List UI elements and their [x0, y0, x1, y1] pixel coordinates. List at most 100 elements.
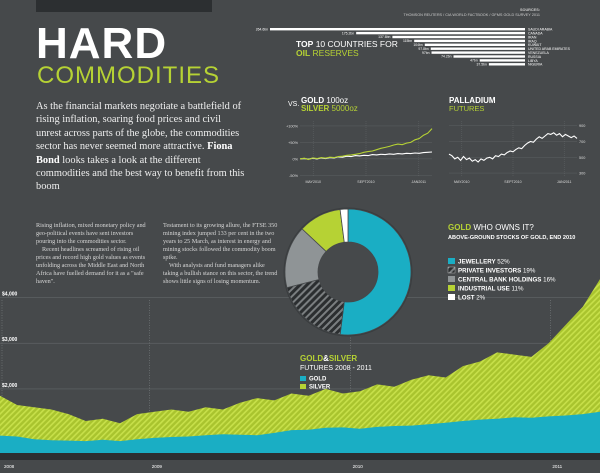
legend-category: LOST [458, 294, 476, 301]
legend-swatch [447, 266, 456, 274]
oil-value-label: 74.2bn [441, 55, 451, 59]
oil-title-top: TOP [296, 39, 314, 49]
oil-country-label: UNITED ARAB EMIRATES [528, 47, 571, 51]
x-tick-label: 2011 [552, 464, 562, 469]
oil-value-label: 264.6bn [256, 27, 268, 31]
gs-gold-unit: 100oz [324, 96, 348, 105]
oil-country-label: CANADA [528, 32, 543, 36]
oil-country-label: NIGERIA [528, 63, 543, 67]
oil-value-label: 175.2bn [342, 31, 354, 35]
body-column-2: Testament to its growing allure, the FTS… [163, 222, 281, 286]
oil-country-label: RUSSIA [528, 55, 542, 59]
oil-bar [424, 43, 525, 46]
owner-title: GOLD WHO OWNS IT? [448, 223, 534, 232]
legend-category: INDUSTRIAL USE [458, 285, 512, 292]
body-paragraph: Recent headlines screamed of rising oil … [36, 246, 146, 285]
oil-country-label: IRAQ [528, 39, 537, 43]
y-tick-label: 900 [579, 124, 585, 128]
page-title: HARD [36, 19, 168, 68]
legend-value: 52% [497, 258, 510, 265]
legend-label: LOST 2% [458, 294, 486, 301]
legend-label: GOLD [309, 377, 327, 383]
oil-title-line2: OIL RESERVES [296, 48, 359, 58]
futures-legend: GOLD SILVER [300, 376, 331, 391]
oil-reserves-chart: 264.6bn SAUDI ARABIA 175.2bn CANADA 137.6bn I… [256, 27, 571, 66]
palladium-subtitle: FUTURES [449, 104, 484, 113]
legend-swatch [300, 384, 306, 389]
oil-bar [431, 51, 525, 54]
series-line [448, 132, 578, 163]
page-subtitle: COMMODITIES [37, 62, 220, 89]
oil-country-label: VENEZUELA [528, 51, 549, 55]
gs-gold-title: GOLD 100oz [301, 96, 348, 105]
oil-country-label: SAUDI ARABIA [528, 28, 553, 32]
gold-area [0, 411, 600, 453]
sources: SOURCES: THOMSON REUTERS / CIA WORLD FAC… [403, 8, 540, 18]
oil-bar [356, 31, 525, 35]
x-tick-label: 2010 [353, 464, 364, 469]
donut-slice [339, 208, 412, 336]
donut-hole [318, 242, 378, 302]
donut-legend: JEWELLERY 52% PRIVATE INVESTORS 19% CENTRA… [447, 258, 556, 301]
oil-value-label: 97bn [422, 51, 430, 55]
oil-bar [488, 63, 525, 66]
legend-label: PRIVATE INVESTORS 19% [458, 267, 536, 274]
y-tick-label: 700 [579, 140, 585, 144]
gs-gold-label: GOLD [301, 96, 324, 105]
gs-silver-unit: 5000oz [329, 104, 357, 113]
oil-title: TOP 10 COUNTRIES FOR [296, 39, 398, 49]
y-tick-label: $3,000 [2, 337, 18, 343]
intro-paragraph: As the financial markets negotiate a bat… [36, 100, 246, 194]
futures-title: GOLD&SILVER [300, 354, 357, 363]
x-tick-label: JAN2011 [557, 180, 572, 184]
y-tick-label: 0% [293, 157, 299, 161]
silver-area [0, 279, 600, 453]
oil-country-label: KUWAIT [528, 43, 542, 47]
x-tick-label: JAN2011 [412, 180, 427, 184]
owner-title-rest: WHO OWNS IT? [471, 223, 534, 232]
oil-country-label: LIBYA [528, 59, 538, 63]
y-tick-label: +100% [286, 124, 299, 128]
oil-bar [392, 35, 525, 39]
legend-swatch [448, 276, 455, 282]
legend-label: INDUSTRIAL USE 11% [458, 285, 524, 292]
owner-subtitle: ABOVE-GROUND STOCKS OF GOLD, END 2010 [448, 235, 575, 241]
futures-title-amp: & [323, 354, 329, 363]
y-tick-label: 500 [579, 156, 585, 160]
y-tick-label: 300 [579, 172, 585, 176]
palladium-title: PALLADIUM [449, 96, 496, 105]
legend-swatch [448, 285, 455, 291]
gold-ownership-donut [283, 207, 413, 337]
oil-title-reserves: RESERVES [310, 48, 359, 58]
series-line [299, 128, 433, 161]
oil-bar [453, 55, 525, 58]
oil-bar [270, 28, 525, 31]
palladium-chart: 900 700 500 300 MAY2010 SEPT2010 JAN2011 [448, 121, 585, 184]
legend-swatch [448, 258, 455, 264]
body-paragraph: With analysts and fund managers alike ta… [163, 262, 278, 285]
x-tick-label: SEPT2010 [357, 180, 374, 184]
legend-swatch [300, 376, 306, 381]
intro-lead: As the financial markets negotiate a bat… [36, 101, 242, 153]
legend-label: JEWELLERY 52% [458, 258, 510, 265]
oil-bar [430, 47, 525, 50]
x-tick-label: SEPT2010 [504, 180, 521, 184]
legend-label: SILVER [309, 385, 331, 391]
x-tick-label: MAY2010 [305, 180, 321, 184]
gs-silver-title: SILVER 5000oz [301, 104, 358, 113]
oil-country-label: IRAN [528, 35, 537, 39]
legend-category: CENTRAL BANK HOLDINGS [458, 276, 543, 283]
futures-title-gold: GOLD [300, 354, 323, 363]
oil-value-label: 47bn [470, 59, 478, 63]
y-tick-label: $4,000 [2, 291, 18, 297]
x-tick-label: 2009 [152, 464, 163, 469]
oil-value-label: 137.6bn [378, 35, 390, 39]
futures-title-silver: SILVER [329, 354, 358, 363]
body-paragraph: Testament to its growing allure, the FTS… [163, 222, 278, 261]
y-tick-label: +50% [288, 141, 298, 145]
oil-value-label: 37.5bn [476, 63, 486, 67]
body-column-1: Rising inflation, mixed monetary policy … [36, 222, 154, 286]
futures-subtitle: FUTURES 2008 - 2011 [300, 365, 372, 372]
